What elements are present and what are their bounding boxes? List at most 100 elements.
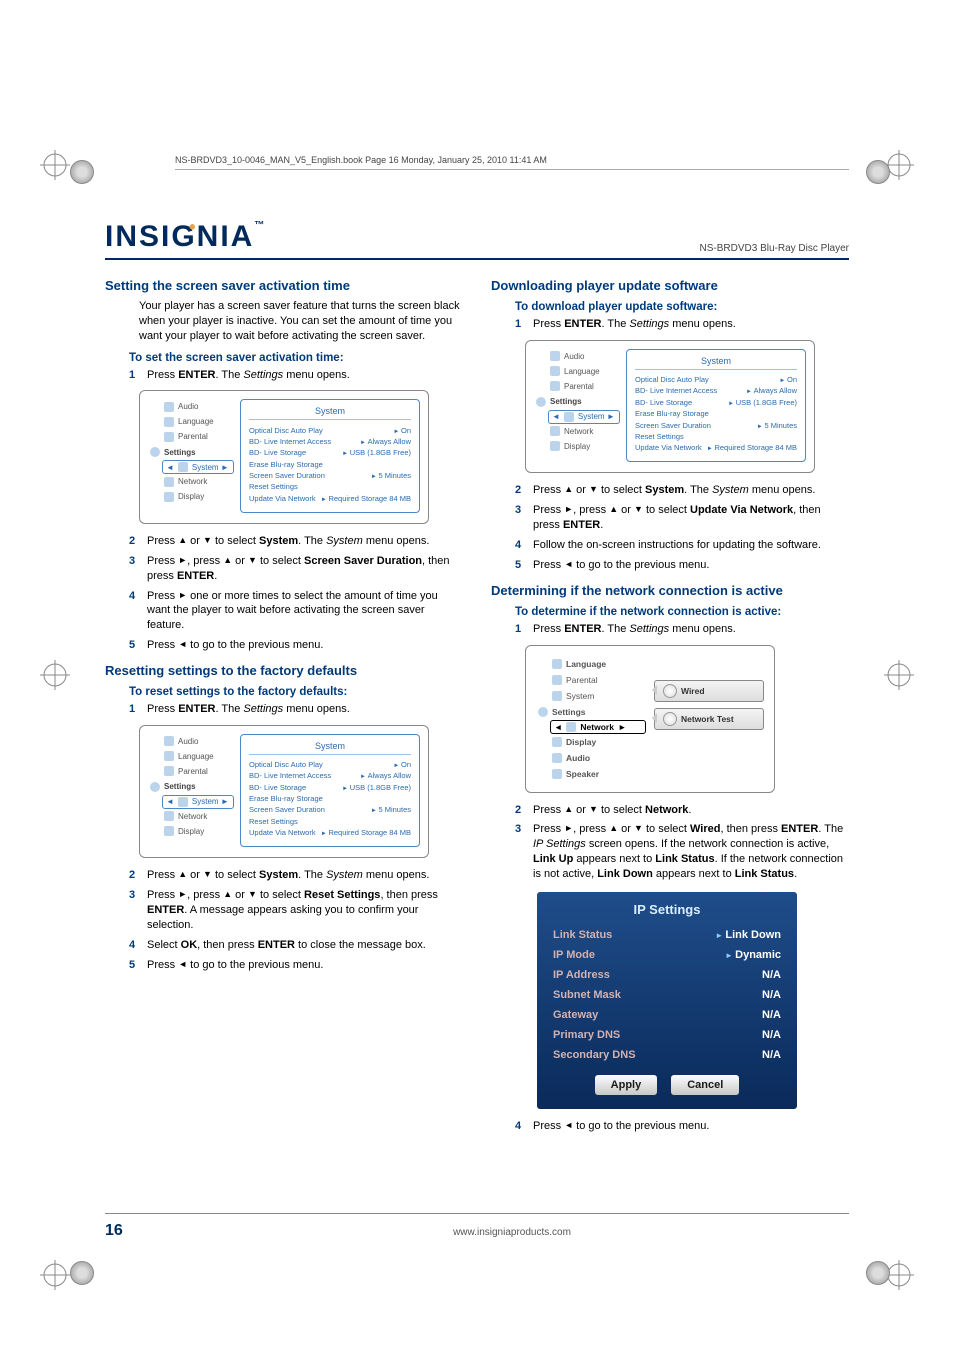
side-item[interactable]: ◄ System ► <box>162 795 234 809</box>
system-menu-figure: Audio Language Parental Settings◄ System… <box>139 725 463 859</box>
menu-icon <box>552 737 562 747</box>
step-item: 1Press ENTER. The Settings menu opens. <box>515 317 849 332</box>
side-item[interactable]: Network <box>162 474 234 489</box>
step-item: 4Follow the on-screen instructions for u… <box>515 538 849 553</box>
side-item[interactable]: ◄ Network ► <box>550 720 646 734</box>
sub-heading: To download player update software: <box>515 301 849 313</box>
menu-icon <box>550 366 560 376</box>
menu-icon <box>566 722 576 732</box>
menu-option[interactable]: BD- Live Internet AccessAlways Allow <box>249 436 411 447</box>
menu-icon <box>164 402 174 412</box>
menu-option[interactable]: Erase Blu-ray Storage <box>635 408 797 419</box>
header-line: NS-BRDVD3_10-0046_MAN_V5_English.book Pa… <box>175 155 849 170</box>
menu-option[interactable]: BD- Live Internet AccessAlways Allow <box>635 385 797 396</box>
menu-option[interactable]: Optical Disc Auto PlayOn <box>249 759 411 770</box>
apply-button[interactable]: Apply <box>595 1075 658 1095</box>
ip-row: Secondary DNSN/A <box>553 1045 781 1065</box>
menu-option[interactable]: Screen Saver Duration5 Minutes <box>249 470 411 481</box>
menu-icon <box>164 826 174 836</box>
menu-icon <box>552 691 562 701</box>
step-item: 4Press ► one or more times to select the… <box>129 589 463 634</box>
network-option[interactable]: Network Test <box>654 708 764 730</box>
system-menu-figure: Audio Language Parental Settings◄ System… <box>525 340 849 474</box>
step-item: 3Press ►, press ▲ or ▼ to select Wired, … <box>515 822 849 881</box>
gear-icon <box>150 447 160 457</box>
menu-icon <box>552 659 562 669</box>
menu-icon <box>164 751 174 761</box>
menu-option[interactable]: Reset Settings <box>249 816 411 827</box>
step-item: 2Press ▲ or ▼ to select System. The Syst… <box>515 483 849 498</box>
crop-mark <box>40 1260 70 1290</box>
side-item[interactable]: Network <box>548 424 620 439</box>
page-number: 16 <box>105 1222 175 1240</box>
binder-mark <box>70 1261 94 1285</box>
steps-list: 2Press ▲ or ▼ to select System. The Syst… <box>129 534 463 653</box>
menu-icon <box>164 477 174 487</box>
model-name: NS-BRDVD3 Blu-Ray Disc Player <box>700 243 849 254</box>
menu-option[interactable]: Screen Saver Duration5 Minutes <box>635 419 797 430</box>
side-item[interactable]: Display <box>162 489 234 504</box>
ip-row: IP AddressN/A <box>553 965 781 985</box>
network-option[interactable]: Wired <box>654 680 764 702</box>
menu-option[interactable]: BD- Live Internet AccessAlways Allow <box>249 770 411 781</box>
steps-list: 2Press ▲ or ▼ to select Network. 3Press ►… <box>515 803 849 882</box>
gear-icon <box>536 397 546 407</box>
step-item: 2Press ▲ or ▼ to select Network. <box>515 803 849 818</box>
menu-option[interactable]: Erase Blu-ray Storage <box>249 793 411 804</box>
menu-option[interactable]: Update Via NetworkRequired Storage 84 MB <box>249 827 411 838</box>
ip-row: Link StatusLink Down <box>553 925 781 945</box>
steps-list: 1Press ENTER. The Settings menu opens. <box>515 622 849 637</box>
side-item[interactable]: Display <box>550 734 646 750</box>
steps-list: 2Press ▲ or ▼ to select System. The Syst… <box>129 868 463 972</box>
step-item: 5Press ◄ to go to the previous menu. <box>129 638 463 653</box>
side-item[interactable]: Speaker <box>550 766 646 782</box>
step-item: 4Select OK, then press ENTER to close th… <box>129 938 463 953</box>
side-item[interactable]: ◄ System ► <box>162 460 234 474</box>
steps-list: 4Press ◄ to go to the previous menu. <box>515 1119 849 1134</box>
menu-option[interactable]: Optical Disc Auto PlayOn <box>249 424 411 435</box>
menu-icon <box>164 736 174 746</box>
steps-list: 1Press ENTER. The Settings menu opens. <box>129 702 463 717</box>
menu-icon <box>164 766 174 776</box>
menu-icon <box>164 432 174 442</box>
gear-icon <box>150 782 160 792</box>
menu-option[interactable]: Reset Settings <box>249 481 411 492</box>
crop-mark <box>884 660 914 690</box>
binder-mark <box>866 1261 890 1285</box>
side-item[interactable]: Display <box>162 824 234 839</box>
system-menu-figure: Audio Language Parental Settings◄ System… <box>139 390 463 524</box>
ip-row: Primary DNSN/A <box>553 1025 781 1045</box>
menu-option[interactable]: Reset Settings <box>635 431 797 442</box>
menu-icon <box>564 412 574 422</box>
binder-mark <box>866 160 890 184</box>
menu-option[interactable]: Update Via NetworkRequired Storage 84 MB <box>635 442 797 453</box>
step-item: 3Press ►, press ▲ or ▼ to select Screen … <box>129 554 463 584</box>
step-item: 4Press ◄ to go to the previous menu. <box>515 1119 849 1134</box>
cancel-button[interactable]: Cancel <box>671 1075 739 1095</box>
menu-icon <box>164 417 174 427</box>
sub-heading: To determine if the network connection i… <box>515 606 849 618</box>
steps-list: 1Press ENTER. The Settings menu opens. <box>515 317 849 332</box>
menu-option[interactable]: Screen Saver Duration5 Minutes <box>249 804 411 815</box>
step-item: 3Press ►, press ▲ or ▼ to select Reset S… <box>129 888 463 933</box>
side-item[interactable]: ◄ System ► <box>548 410 620 424</box>
menu-icon <box>550 441 560 451</box>
menu-option[interactable]: BD- Live StorageUSB (1.8GB Free) <box>249 782 411 793</box>
steps-list: 2Press ▲ or ▼ to select System. The Syst… <box>515 483 849 572</box>
section-heading: Downloading player update software <box>491 278 849 293</box>
menu-option[interactable]: Optical Disc Auto PlayOn <box>635 374 797 385</box>
menu-option[interactable]: BD- Live StorageUSB (1.8GB Free) <box>249 447 411 458</box>
step-item: 2Press ▲ or ▼ to select System. The Syst… <box>129 868 463 883</box>
menu-option[interactable]: BD- Live StorageUSB (1.8GB Free) <box>635 397 797 408</box>
sub-heading: To set the screen saver activation time: <box>129 352 463 364</box>
menu-option[interactable]: Update Via NetworkRequired Storage 84 MB <box>249 493 411 504</box>
menu-icon <box>552 675 562 685</box>
menu-icon <box>550 351 560 361</box>
menu-option[interactable]: Erase Blu-ray Storage <box>249 459 411 470</box>
side-item[interactable]: Network <box>162 809 234 824</box>
side-item[interactable]: Display <box>548 439 620 454</box>
footer-url: www.insigniaproducts.com <box>175 1227 849 1238</box>
side-item[interactable]: Audio <box>550 750 646 766</box>
step-item: 3Press ►, press ▲ or ▼ to select Update … <box>515 503 849 533</box>
intro-text: Your player has a screen saver feature t… <box>139 299 463 344</box>
